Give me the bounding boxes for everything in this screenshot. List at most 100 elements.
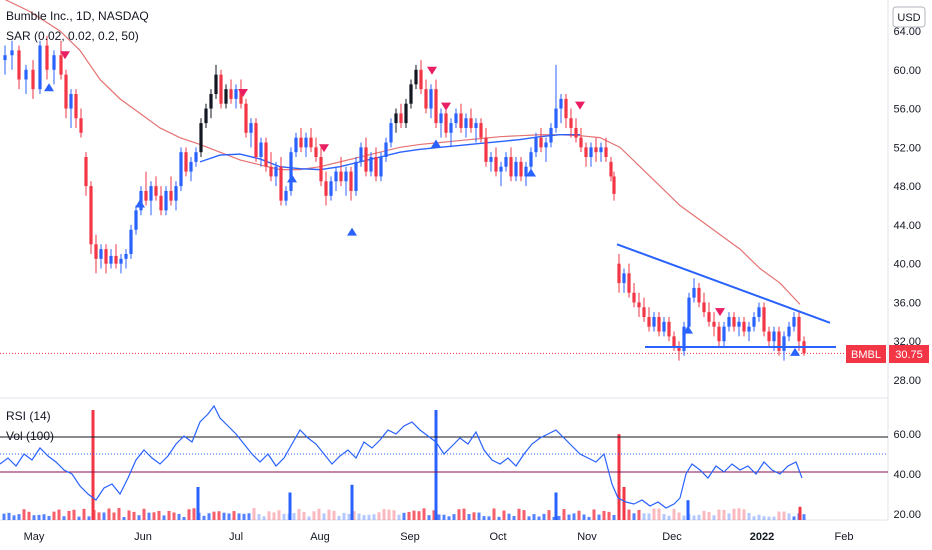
volume-bar — [27, 511, 31, 520]
candle-body — [489, 157, 493, 162]
volume-bar — [212, 511, 216, 520]
rsi-legend[interactable]: RSI (14) — [6, 409, 51, 423]
volume-spike-bar — [798, 506, 802, 520]
candle-body — [727, 316, 731, 327]
volume-bar — [362, 515, 366, 520]
time-tick-label: Nov — [577, 531, 597, 543]
candle-body — [737, 321, 741, 327]
candle-body — [454, 113, 458, 124]
sar-down-marker — [575, 101, 585, 110]
volume-bar — [512, 516, 516, 520]
candle-body — [712, 321, 716, 327]
candle-body — [89, 186, 93, 245]
candle-body — [379, 157, 383, 177]
candle-body — [579, 137, 583, 148]
candle-body — [474, 123, 478, 128]
volume-bar — [322, 513, 326, 520]
candle-body — [209, 94, 213, 109]
volume-bar — [227, 513, 231, 520]
volume-bar — [387, 509, 391, 520]
volume-bar — [142, 508, 146, 520]
candle-body — [10, 50, 14, 56]
candle-body — [499, 166, 503, 172]
candle-body — [144, 190, 148, 201]
volume-bar — [712, 515, 716, 520]
volume-bar — [767, 516, 771, 520]
volume-bar — [527, 516, 531, 520]
volume-bar — [722, 509, 726, 520]
volume-bar — [632, 513, 636, 520]
candle-body — [584, 147, 588, 158]
candle-body — [204, 108, 208, 124]
volume-bar — [72, 509, 76, 520]
candle-body — [777, 331, 781, 351]
volume-bar — [337, 515, 341, 520]
candle-body — [139, 190, 143, 211]
volume-bar — [367, 514, 371, 520]
volume-bar — [732, 508, 736, 520]
volume-bar — [702, 510, 706, 520]
volume-bar — [752, 516, 756, 520]
candle-body — [169, 190, 173, 201]
volume-bar — [477, 512, 481, 520]
sar-legend[interactable]: SAR (0.02, 0.02, 0.2, 50) — [6, 29, 139, 43]
candle-body — [309, 137, 313, 148]
candle-body — [174, 186, 178, 201]
price-tick-label: 52.00 — [893, 142, 921, 154]
price-tick-label: 64.00 — [893, 26, 921, 38]
candle-body — [792, 316, 796, 327]
candle-body — [667, 321, 671, 337]
candle-body — [752, 316, 756, 327]
time-tick-label: Feb — [835, 531, 854, 543]
volume-spike-bar — [288, 492, 292, 520]
volume-bar — [407, 511, 411, 520]
volume-bar — [562, 509, 566, 520]
candle-body — [304, 137, 308, 148]
candle-body — [627, 273, 631, 293]
price-tick-label: 28.00 — [893, 375, 921, 387]
sar-up-marker — [790, 347, 800, 356]
candle-body — [772, 331, 776, 342]
candle-body — [129, 229, 133, 254]
volume-bar — [42, 514, 46, 520]
volume-bar — [317, 508, 321, 520]
sar-up-marker — [347, 227, 357, 236]
candle-body — [284, 190, 288, 201]
volume-bar — [267, 511, 271, 520]
volume-bar — [272, 512, 276, 520]
candle-body — [274, 166, 278, 177]
volume-legend[interactable]: Vol (100) — [6, 429, 54, 443]
candle-body — [404, 103, 408, 124]
volume-bar — [232, 511, 236, 520]
candle-body — [244, 103, 248, 133]
volume-bar — [2, 513, 6, 520]
volume-bar — [257, 514, 261, 520]
volume-spike-bar — [617, 434, 621, 520]
volume-bar — [57, 509, 61, 520]
volume-bar — [602, 510, 606, 520]
rsi-line — [0, 404, 803, 509]
candle-body — [254, 123, 258, 158]
candle-body — [747, 326, 751, 332]
candle-body — [79, 118, 83, 133]
currency-box[interactable] — [892, 6, 926, 28]
candle-body — [249, 123, 253, 133]
volume-spike-bar — [554, 492, 558, 520]
candle-body — [354, 161, 358, 191]
candle-body — [657, 316, 661, 332]
candle-body — [692, 287, 696, 298]
volume-bar — [82, 508, 86, 520]
symbol-label: BMBL — [851, 349, 881, 361]
candle-body — [702, 302, 706, 313]
candle-body — [564, 98, 568, 119]
candle-body — [259, 142, 263, 158]
candle-body — [384, 142, 388, 158]
volume-bar — [572, 513, 576, 520]
volume-bar — [397, 514, 401, 520]
volume-bar — [147, 512, 151, 520]
last-price-label: 30.75 — [895, 349, 923, 361]
candle-body — [469, 118, 473, 128]
volume-bar — [482, 516, 486, 520]
candle-body — [299, 137, 303, 148]
